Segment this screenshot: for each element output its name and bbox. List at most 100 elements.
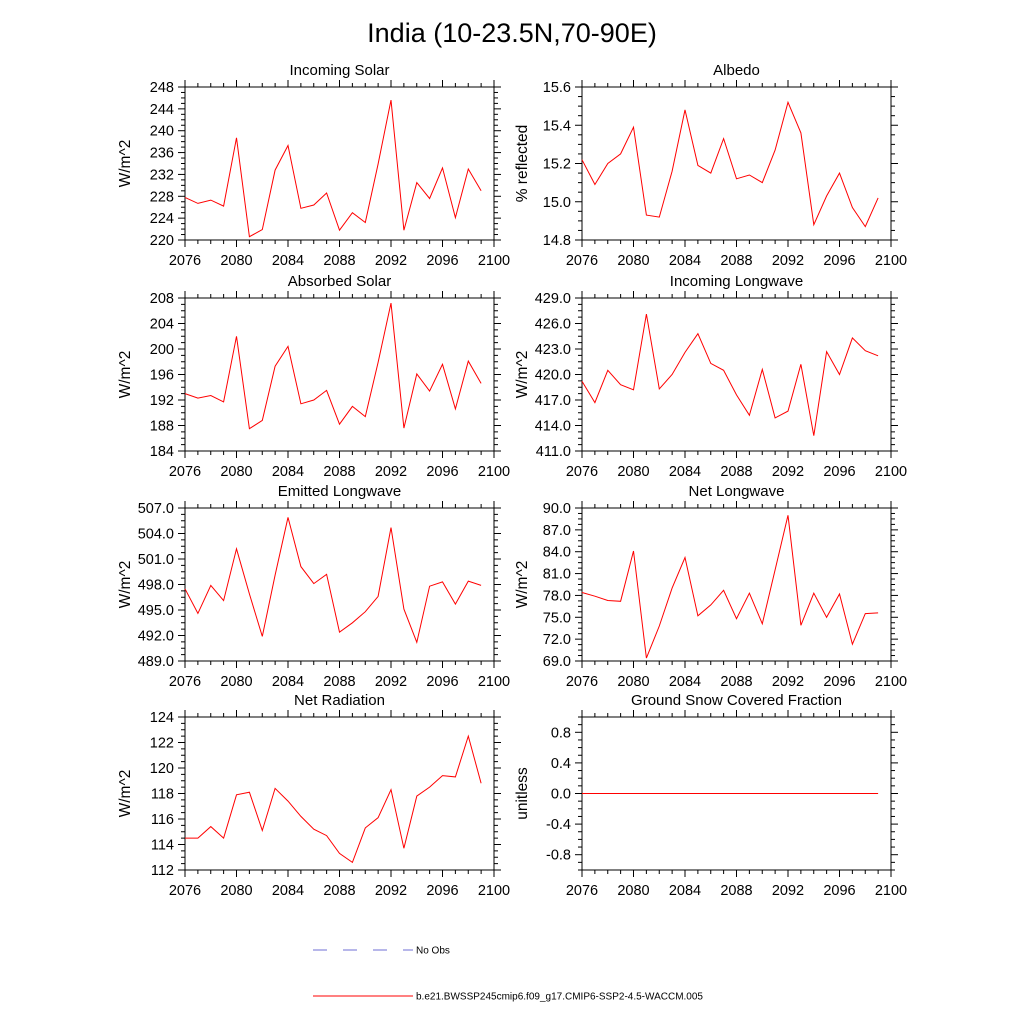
- plot-frame: [581, 507, 892, 662]
- y-tick-label: 72.0: [543, 632, 571, 648]
- x-tick-label: 2076: [566, 464, 598, 480]
- y-tick-label: 498.0: [138, 578, 174, 594]
- series-line: [184, 100, 482, 238]
- y-tick-label: 420.0: [535, 368, 571, 384]
- chart-panel-7: 2076 2080 2084 2088 2092 2096 2100 -0.8 -0.4 0.0 0…: [514, 692, 907, 899]
- series-line: [581, 100, 879, 228]
- chart-title: Ground Snow Covered Fraction: [631, 692, 842, 709]
- y-tick-label: 112: [151, 863, 174, 879]
- chart-title: Absorbed Solar: [288, 273, 391, 290]
- y-tick-label: 504.0: [138, 527, 174, 543]
- x-tick-label: 2084: [669, 674, 701, 690]
- y-tick-label: 188: [150, 419, 174, 435]
- x-tick-label: 2100: [875, 253, 907, 269]
- chart-panel-6: 2076 2080 2084 2088 2092 2096 2100 112 114 116 118…: [117, 692, 510, 899]
- y-tick-label: 495.0: [138, 603, 174, 619]
- y-tick-label: 426.0: [535, 317, 571, 333]
- x-tick-label: 2092: [375, 674, 407, 690]
- x-tick-label: 2092: [772, 883, 804, 899]
- chart-panel-4: 2076 2080 2084 2088 2092 2096 2100 489.0 492.0 49…: [117, 483, 510, 690]
- x-tick-label: 2080: [220, 464, 252, 480]
- x-tick-label: 2100: [478, 883, 510, 899]
- x-tick-label: 2088: [720, 674, 752, 690]
- chart-title: Net Longwave: [689, 483, 785, 500]
- y-tick-label: 0.8: [551, 725, 571, 741]
- chart-grid: 2076 2080 2084 2088 2092 2096 2100 220 224 228 232…: [117, 62, 907, 899]
- y-tick-label: 423.0: [535, 342, 571, 358]
- x-tick-label: 2076: [169, 464, 201, 480]
- x-tick-label: 2080: [617, 674, 649, 690]
- x-tick-label: 2100: [875, 674, 907, 690]
- chart-panel-1: 2076 2080 2084 2088 2092 2096 2100 14.8 15.0 15.2…: [514, 62, 907, 269]
- chart-title: Emitted Longwave: [278, 483, 401, 500]
- y-tick-label: 411.0: [536, 444, 571, 460]
- x-tick-label: 2088: [323, 883, 355, 899]
- x-tick-label: 2080: [220, 253, 252, 269]
- y-tick-label: 84.0: [543, 545, 571, 561]
- x-tick-label: 2080: [220, 674, 252, 690]
- plot-frame: [581, 297, 892, 452]
- x-tick-label: 2096: [823, 464, 855, 480]
- y-tick-label: 244: [150, 102, 174, 118]
- y-tick-label: 90.0: [543, 501, 571, 517]
- chart-panel-2: 2076 2080 2084 2088 2092 2096 2100 184 188 192 196…: [117, 273, 510, 480]
- x-tick-label: 2080: [617, 883, 649, 899]
- x-tick-label: 2100: [875, 883, 907, 899]
- chart-panel-5: 2076 2080 2084 2088 2092 2096 2100 69.0 72.0 75.0…: [514, 483, 907, 690]
- y-axis-label: W/m^2: [117, 770, 134, 818]
- y-tick-label: 75.0: [543, 610, 571, 626]
- y-axis-label: % reflected: [514, 125, 531, 203]
- x-tick-label: 2084: [272, 674, 304, 690]
- plot-frame: [184, 297, 495, 452]
- x-tick-label: 2088: [323, 674, 355, 690]
- x-tick-label: 2088: [720, 253, 752, 269]
- legend-obs-label: No Obs: [416, 946, 450, 957]
- chart-title: Albedo: [713, 62, 760, 79]
- y-tick-label: 414.0: [535, 419, 571, 435]
- series-line: [184, 517, 482, 645]
- y-tick-label: 501.0: [138, 552, 174, 568]
- x-tick-label: 2084: [669, 464, 701, 480]
- y-axis-label: W/m^2: [117, 561, 134, 609]
- y-tick-label: 492.0: [138, 629, 174, 645]
- plot-frame: [581, 86, 892, 241]
- x-tick-label: 2076: [566, 253, 598, 269]
- series-line: [581, 515, 879, 659]
- y-tick-label: 15.6: [543, 80, 571, 96]
- y-tick-label: 124: [150, 710, 174, 726]
- plot-frame: [184, 507, 495, 662]
- y-tick-label: 236: [150, 146, 174, 162]
- x-tick-label: 2092: [772, 253, 804, 269]
- x-tick-label: 2100: [875, 464, 907, 480]
- series-line: [185, 734, 482, 864]
- y-tick-label: 78.0: [543, 588, 571, 604]
- y-tick-label: 0.4: [551, 756, 571, 772]
- plot-frame: [184, 716, 495, 871]
- y-tick-label: 184: [150, 444, 174, 460]
- y-tick-label: 220: [150, 233, 174, 249]
- y-tick-label: 228: [150, 189, 174, 205]
- chart-panel-0: 2076 2080 2084 2088 2092 2096 2100 220 224 228 232…: [117, 62, 510, 269]
- y-tick-label: 0.0: [551, 787, 571, 803]
- y-axis-label: W/m^2: [117, 351, 134, 399]
- y-tick-label: 196: [150, 368, 174, 384]
- y-tick-label: 208: [150, 291, 174, 307]
- y-tick-label: 69.0: [543, 654, 571, 670]
- y-tick-label: 192: [150, 393, 174, 409]
- x-tick-label: 2096: [823, 253, 855, 269]
- y-tick-label: 116: [151, 812, 174, 828]
- legend-model-label: b.e21.BWSSP245cmip6.f09_g17.CMIP6-SSP2-4…: [416, 992, 703, 1003]
- x-tick-label: 2076: [566, 883, 598, 899]
- x-tick-label: 2084: [272, 464, 304, 480]
- y-tick-label: 114: [151, 838, 174, 854]
- x-tick-label: 2092: [772, 464, 804, 480]
- x-tick-label: 2096: [426, 253, 458, 269]
- x-tick-label: 2088: [720, 883, 752, 899]
- chart-title: Net Radiation: [294, 692, 385, 709]
- y-tick-label: 429.0: [535, 291, 571, 307]
- y-tick-label: 120: [150, 761, 174, 777]
- x-tick-label: 2100: [478, 464, 510, 480]
- series-line: [581, 314, 879, 436]
- x-tick-label: 2084: [272, 883, 304, 899]
- x-tick-label: 2080: [220, 883, 252, 899]
